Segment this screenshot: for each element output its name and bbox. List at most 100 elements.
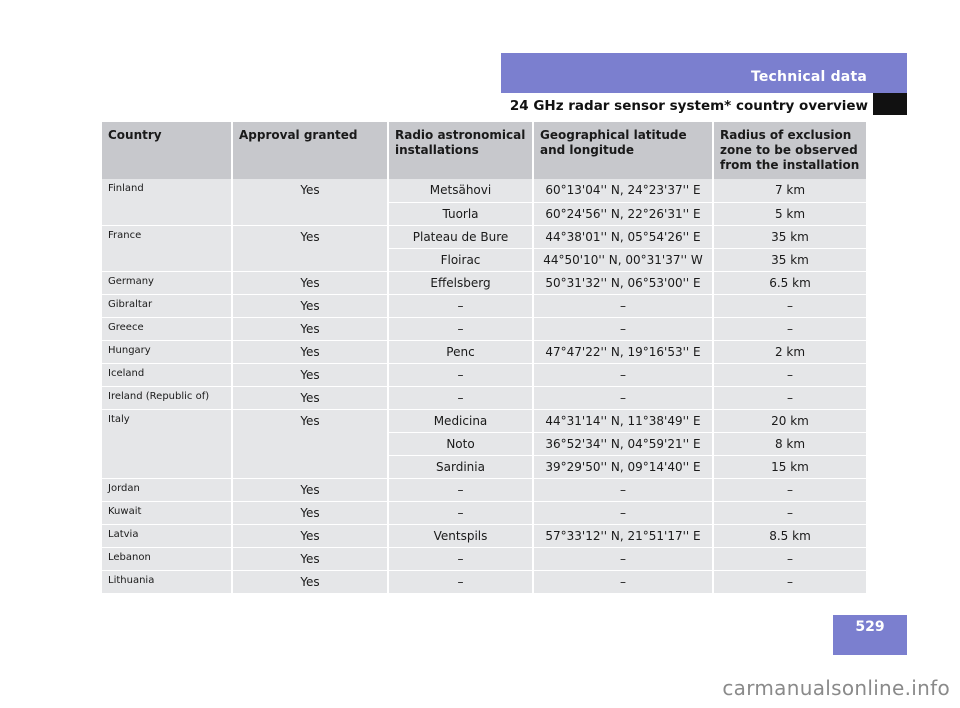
installation-cell: Effelsberg — [388, 271, 534, 295]
page-subtitle: 24 GHz radar sensor system* country over… — [509, 98, 868, 114]
radius-cell: 8.5 km — [713, 524, 866, 548]
installation-cell: Tuorla — [388, 202, 534, 226]
installation-cell: – — [388, 294, 534, 318]
radius-cell: – — [713, 363, 866, 387]
country-cell: Jordan — [102, 478, 233, 502]
table-row: Kuwait Yes – – – — [102, 501, 866, 525]
installation-cell: Metsähovi — [388, 179, 534, 203]
table-row: Latvia Yes Ventspils 57°33'12'' N, 21°51'17… — [102, 524, 866, 548]
table-row: Lebanon Yes – – – — [102, 547, 866, 571]
coordinates-cell: – — [533, 570, 714, 594]
coordinates-cell: 39°29'50'' N, 09°14'40'' E — [533, 455, 714, 479]
radius-cell: 15 km — [713, 455, 866, 479]
radius-cell: – — [713, 386, 866, 410]
installation-cell: Sardinia — [388, 455, 534, 479]
radius-cell: 35 km — [713, 225, 866, 249]
coordinates-cell: – — [533, 386, 714, 410]
table-row: Gibraltar Yes – – – — [102, 294, 866, 318]
country-cell: France — [102, 225, 233, 272]
country-cell: Italy — [102, 409, 233, 479]
radius-cell: – — [713, 317, 866, 341]
radius-cell: – — [713, 547, 866, 571]
installation-cell: – — [388, 501, 534, 525]
coordinates-cell: – — [533, 294, 714, 318]
country-cell: Greece — [102, 317, 233, 341]
radius-cell: – — [713, 478, 866, 502]
country-cell: Ireland (Republic of) — [102, 386, 233, 410]
country-cell: Iceland — [102, 363, 233, 387]
approval-cell: Yes — [232, 386, 389, 410]
radius-cell: – — [713, 501, 866, 525]
installation-cell: – — [388, 386, 534, 410]
country-cell: Hungary — [102, 340, 233, 364]
installation-cell: Penc — [388, 340, 534, 364]
installation-cell: Ventspils — [388, 524, 534, 548]
country-cell: Germany — [102, 271, 233, 295]
section-tab-marker — [873, 93, 907, 115]
coordinates-cell: 44°31'14'' N, 11°38'49'' E — [533, 409, 714, 433]
country-cell: Lithuania — [102, 570, 233, 594]
approval-cell: Yes — [232, 271, 389, 295]
radius-cell: 20 km — [713, 409, 866, 433]
installation-cell: Noto — [388, 432, 534, 456]
installation-cell: Plateau de Bure — [388, 225, 534, 249]
table-body: Finland Yes Metsähovi 60°13'04'' N, 24°23'3… — [102, 179, 866, 594]
watermark-text: carmanualsonline.info — [722, 676, 950, 700]
country-overview-table: Country Approval granted Radio astronomi… — [102, 122, 866, 594]
coordinates-cell: – — [533, 317, 714, 341]
section-title: Technical data — [750, 69, 867, 85]
approval-cell: Yes — [232, 478, 389, 502]
approval-cell: Yes — [232, 179, 389, 226]
section-header-band: Technical data — [501, 53, 907, 93]
coordinates-cell: – — [533, 501, 714, 525]
coordinates-cell: 50°31'32'' N, 06°53'00'' E — [533, 271, 714, 295]
table-row: Finland Yes Metsähovi 60°13'04'' N, 24°23'3… — [102, 179, 866, 226]
coordinates-cell: 44°50'10'' N, 00°31'37'' W — [533, 248, 714, 272]
installation-cell: – — [388, 317, 534, 341]
approval-cell: Yes — [232, 225, 389, 272]
column-header-installations: Radio astronomical installations — [388, 122, 534, 179]
coordinates-cell: – — [533, 363, 714, 387]
page-number: 529 — [855, 619, 885, 635]
radius-cell: 7 km — [713, 179, 866, 203]
approval-cell: Yes — [232, 340, 389, 364]
installation-cell: Medicina — [388, 409, 534, 433]
coordinates-cell: 47°47'22'' N, 19°16'53'' E — [533, 340, 714, 364]
country-cell: Finland — [102, 179, 233, 226]
coordinates-cell: 36°52'34'' N, 04°59'21'' E — [533, 432, 714, 456]
coordinates-cell: – — [533, 547, 714, 571]
column-header-approval: Approval granted — [232, 122, 389, 179]
table-row: Ireland (Republic of) Yes – – – — [102, 386, 866, 410]
radius-cell: 35 km — [713, 248, 866, 272]
page-number-box: 529 — [833, 615, 907, 655]
radius-cell: 2 km — [713, 340, 866, 364]
approval-cell: Yes — [232, 363, 389, 387]
installation-cell: – — [388, 363, 534, 387]
approval-cell: Yes — [232, 547, 389, 571]
table-row: Greece Yes – – – — [102, 317, 866, 341]
approval-cell: Yes — [232, 501, 389, 525]
approval-cell: Yes — [232, 570, 389, 594]
country-cell: Latvia — [102, 524, 233, 548]
table-header-row: Country Approval granted Radio astronomi… — [102, 122, 866, 179]
approval-cell: Yes — [232, 409, 389, 479]
radius-cell: 5 km — [713, 202, 866, 226]
radius-cell: – — [713, 294, 866, 318]
installation-cell: – — [388, 547, 534, 571]
country-cell: Kuwait — [102, 501, 233, 525]
installation-cell: – — [388, 570, 534, 594]
table-row: Italy Yes Medicina 44°31'14'' N, 11°38'49''… — [102, 409, 866, 479]
table-row: Floirac 44°50'10'' N, 00°31'37'' W 35 km — [102, 248, 866, 272]
coordinates-cell: 44°38'01'' N, 05°54'26'' E — [533, 225, 714, 249]
table-row: Iceland Yes – – – — [102, 363, 866, 387]
installation-cell: – — [388, 478, 534, 502]
country-cell: Gibraltar — [102, 294, 233, 318]
approval-cell: Yes — [232, 524, 389, 548]
country-cell: Lebanon — [102, 547, 233, 571]
table-row: Hungary Yes Penc 47°47'22'' N, 19°16'53'' E… — [102, 340, 866, 364]
table-row: France Yes Plateau de Bure 44°38'01'' N, 05… — [102, 225, 866, 272]
coordinates-cell: 57°33'12'' N, 21°51'17'' E — [533, 524, 714, 548]
approval-cell: Yes — [232, 317, 389, 341]
